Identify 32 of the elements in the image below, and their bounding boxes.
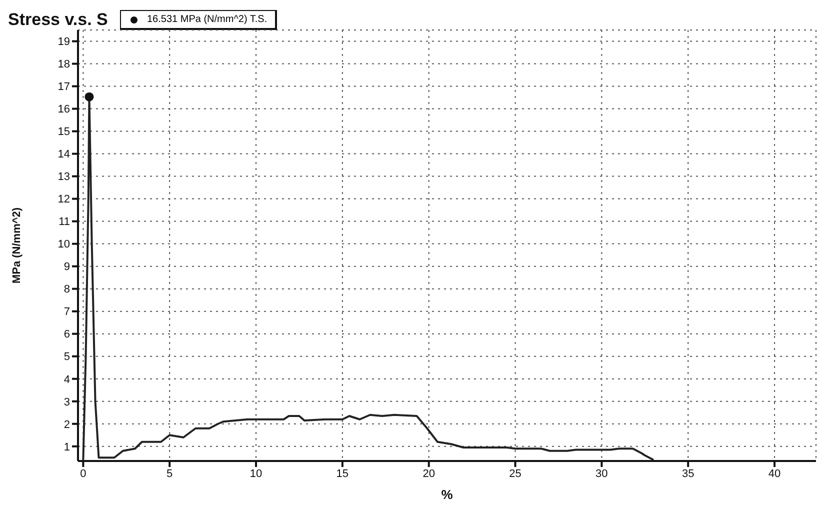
y-tick-label: 2 — [64, 418, 70, 431]
y-tick-label: 14 — [58, 148, 70, 161]
y-tick-label: 10 — [58, 238, 70, 251]
x-tick-label: 35 — [682, 468, 694, 480]
y-axis-title: MPa (N/mm^2) — [10, 207, 23, 284]
y-tick-label: 8 — [64, 284, 70, 296]
x-axis-title: % — [441, 487, 454, 502]
chart-title: Stress v.s. S — [8, 10, 108, 30]
y-tick-label: 17 — [58, 81, 70, 94]
x-tick-label: 20 — [422, 468, 435, 480]
x-tick-label: 10 — [250, 468, 262, 480]
y-tick-label: 3 — [64, 396, 70, 408]
y-tick-label: 18 — [58, 58, 70, 71]
x-tick-label: 15 — [336, 468, 349, 480]
x-tick-label: 30 — [596, 468, 608, 480]
y-tick-label: 1 — [64, 441, 70, 454]
x-tick-label: 25 — [509, 468, 522, 480]
x-tick-label: 40 — [768, 468, 781, 480]
y-tick-label: 7 — [64, 306, 70, 318]
y-tick-label: 12 — [58, 194, 70, 206]
y-tick-label: 13 — [58, 171, 70, 184]
legend-label: 16.531 MPa (N/mm^2) T.S. — [147, 14, 268, 25]
x-tick-label: 0 — [80, 468, 86, 480]
y-tick-label: 19 — [58, 36, 70, 48]
y-tick-label: 6 — [64, 328, 70, 341]
x-tick-label: 5 — [166, 468, 173, 480]
y-tick-label: 9 — [64, 261, 70, 274]
y-tick-label: 11 — [58, 216, 70, 228]
y-tick-label: 5 — [64, 351, 70, 364]
y-tick-label: 4 — [64, 374, 70, 386]
y-tick-label: 15 — [58, 126, 70, 138]
y-tick-label: 16 — [58, 104, 70, 116]
